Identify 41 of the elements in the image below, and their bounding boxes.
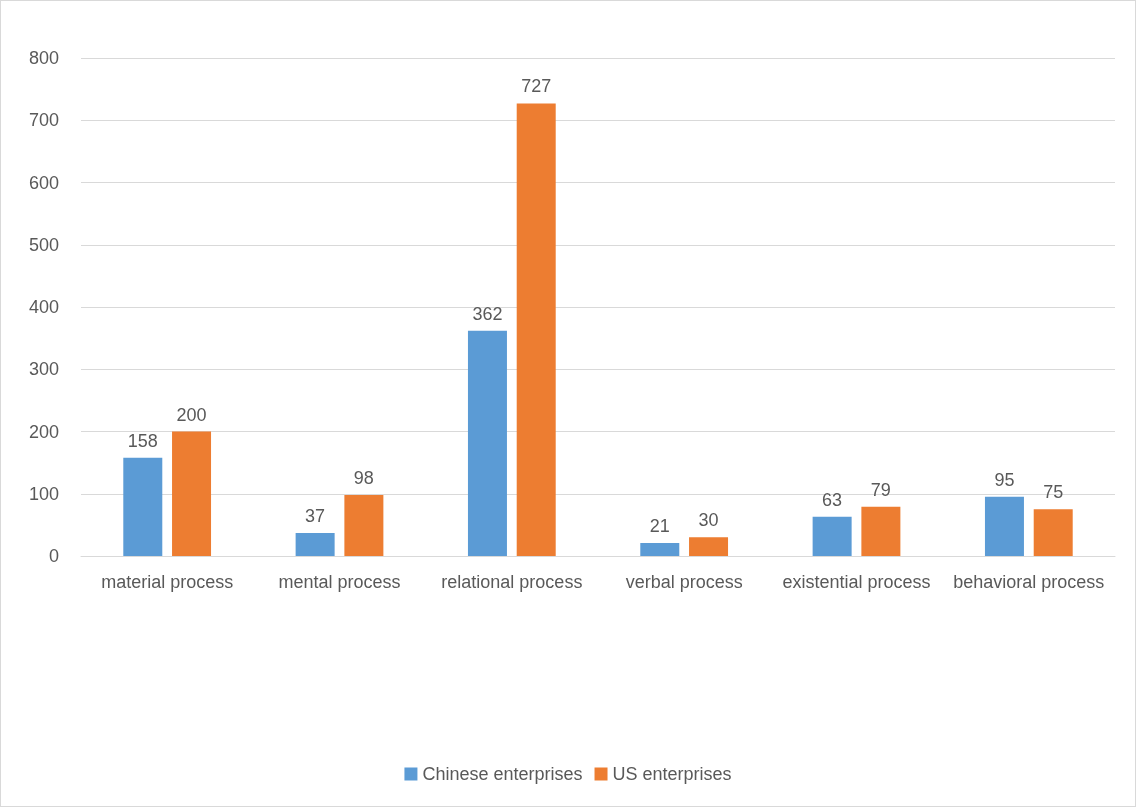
y-tick-label: 200 xyxy=(28,421,59,442)
bar xyxy=(1033,509,1073,556)
data-label: 30 xyxy=(698,510,719,531)
data-label: 200 xyxy=(176,404,207,425)
bar xyxy=(516,103,556,556)
bar xyxy=(172,431,212,556)
bar xyxy=(689,537,729,556)
data-label: 75 xyxy=(1043,482,1064,503)
y-tick-label: 500 xyxy=(28,234,59,255)
legend-label: US enterprises xyxy=(612,764,732,784)
bar xyxy=(640,542,680,556)
bar xyxy=(344,495,384,556)
data-label: 727 xyxy=(521,76,552,97)
data-label: 21 xyxy=(649,515,670,536)
y-tick-label: 700 xyxy=(28,110,59,131)
data-label: 158 xyxy=(127,430,158,451)
data-label: 79 xyxy=(870,479,891,500)
y-tick-label: 400 xyxy=(28,297,59,317)
data-label: 63 xyxy=(822,489,843,510)
bar xyxy=(812,516,852,556)
x-tick-label: relational process xyxy=(441,572,583,592)
x-tick-label: behavioral process xyxy=(953,572,1105,592)
data-label: 37 xyxy=(305,505,326,526)
bar xyxy=(984,496,1024,556)
data-label: 98 xyxy=(353,467,374,488)
y-tick-label: 600 xyxy=(28,172,59,193)
y-tick-label: 300 xyxy=(28,359,59,380)
data-label: 95 xyxy=(994,469,1015,490)
y-tick-label: 800 xyxy=(28,48,59,68)
x-tick-label: material process xyxy=(101,572,234,592)
y-tick-label: 0 xyxy=(48,546,59,566)
data-label: 362 xyxy=(472,303,503,324)
bar xyxy=(467,330,507,556)
y-tick-label: 100 xyxy=(28,483,59,504)
bar xyxy=(123,457,163,556)
x-tick-label: mental process xyxy=(278,572,401,592)
bar xyxy=(295,532,335,556)
x-tick-label: existential process xyxy=(782,572,931,592)
legend-label: Chinese enterprises xyxy=(422,764,583,784)
bar xyxy=(861,506,901,556)
x-tick-label: verbal process xyxy=(625,572,743,592)
